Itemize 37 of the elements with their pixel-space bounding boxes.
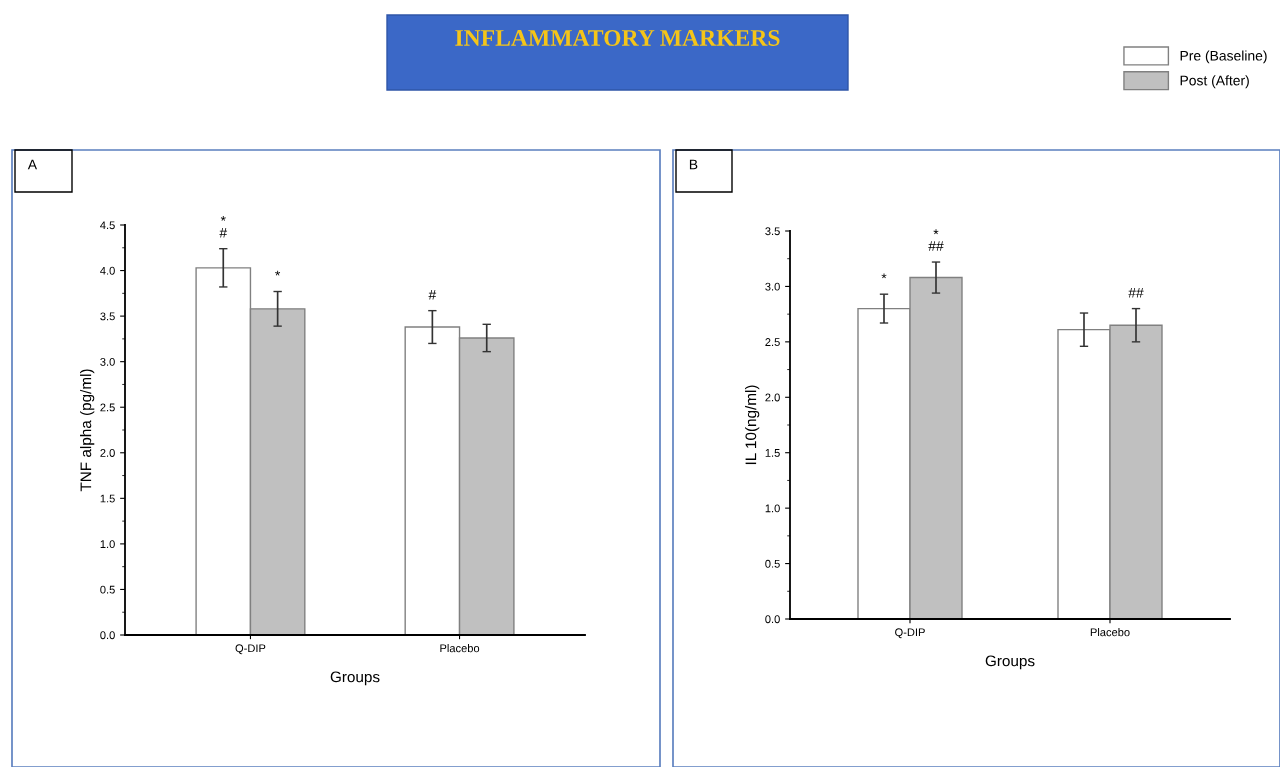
y-tick-label: 0.0 bbox=[100, 631, 115, 640]
legend-label: Pre (Baseline) bbox=[1180, 50, 1267, 64]
y-tick-label: 2.5 bbox=[100, 403, 115, 412]
y-tick-label: 0.5 bbox=[765, 559, 780, 568]
y-tick-label: 1.5 bbox=[100, 494, 115, 503]
y-tick-label: 2.0 bbox=[100, 449, 115, 457]
annotation: * bbox=[275, 270, 281, 276]
y-tick-label: 3.0 bbox=[100, 357, 115, 366]
y-tick-label: 3.5 bbox=[765, 227, 780, 236]
x-axis-title: Groups bbox=[985, 655, 1035, 670]
text: B bbox=[689, 159, 698, 170]
x-tick-label: Placebo bbox=[1090, 628, 1130, 637]
y-tick-label: 4.5 bbox=[100, 221, 115, 230]
y-tick-label: 2.0 bbox=[765, 393, 780, 402]
y-tick-label: 1.0 bbox=[765, 504, 780, 513]
x-axis-title: Groups bbox=[330, 671, 380, 686]
annotation: ## bbox=[1128, 287, 1144, 298]
annotation: * # bbox=[219, 215, 228, 238]
text: A bbox=[27, 159, 38, 170]
y-axis-title: TNF alpha (pg/ml) bbox=[80, 369, 95, 492]
legend-label: Post (After) bbox=[1180, 75, 1249, 89]
annotation: * bbox=[881, 273, 887, 279]
annotation: * ## bbox=[928, 229, 944, 251]
chart-title: INFLAMMATORY MARKERS bbox=[455, 30, 780, 46]
x-tick-label: Q-DIP bbox=[235, 644, 266, 655]
x-tick-label: Placebo bbox=[440, 644, 480, 653]
y-tick-label: 0.5 bbox=[100, 585, 115, 594]
y-tick-label: 3.0 bbox=[765, 282, 780, 291]
y-tick-label: 2.5 bbox=[765, 338, 780, 346]
y-tick-label: 0.0 bbox=[765, 615, 780, 624]
y-tick-label: 4.0 bbox=[100, 266, 115, 275]
y-tick-label: 1.0 bbox=[100, 540, 115, 549]
y-tick-label: 1.5 bbox=[765, 449, 780, 457]
y-tick-label: 3.5 bbox=[100, 312, 115, 321]
y-axis-title: IL 10(ng/ml) bbox=[745, 385, 760, 465]
x-tick-label: Q-DIP bbox=[895, 628, 925, 639]
annotation: # bbox=[428, 289, 437, 300]
